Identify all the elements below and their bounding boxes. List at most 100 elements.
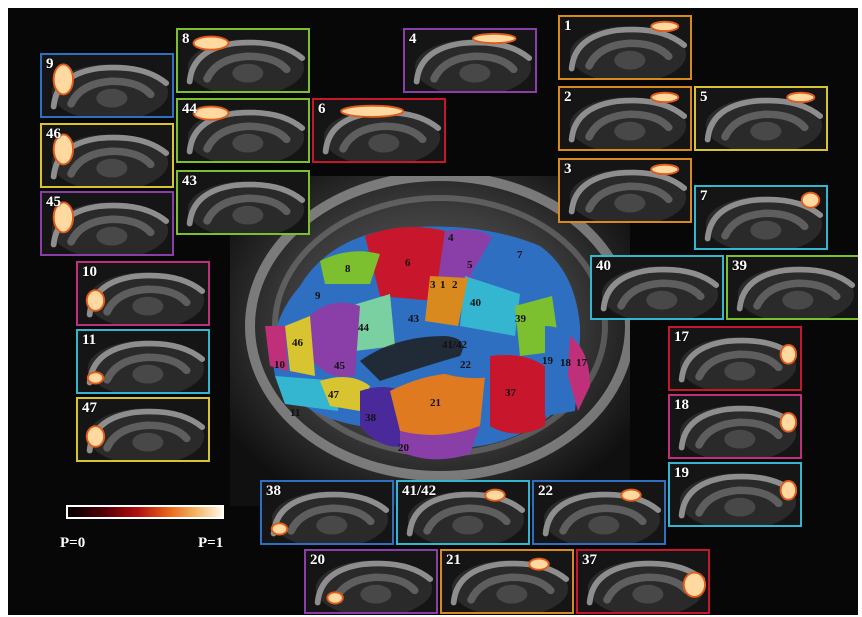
panel-label: 21 bbox=[446, 552, 461, 568]
probability-hotspot bbox=[650, 91, 680, 104]
colorbar-min-label: P=0 bbox=[60, 535, 86, 551]
sagittal-slice bbox=[670, 328, 800, 389]
brain-label: 20 bbox=[398, 442, 410, 454]
sagittal-slice bbox=[560, 88, 690, 149]
panel-3: 3 bbox=[558, 158, 692, 223]
probability-hotspot bbox=[86, 371, 105, 385]
panel-37: 37 bbox=[576, 549, 710, 614]
panel-43: 43 bbox=[176, 170, 310, 235]
sagittal-slice bbox=[306, 551, 436, 612]
sagittal-slice bbox=[78, 399, 208, 460]
panel-label: 38 bbox=[266, 483, 281, 499]
brain-label: 45 bbox=[334, 360, 346, 372]
sagittal-slice bbox=[534, 482, 664, 543]
panel-label: 1 bbox=[564, 18, 572, 34]
panel-47: 47 bbox=[76, 397, 210, 462]
panel-20: 20 bbox=[304, 549, 438, 614]
brain-label: 19 bbox=[542, 355, 554, 367]
panel-4: 4 bbox=[403, 28, 537, 93]
probability-colorbar bbox=[66, 505, 224, 519]
probability-hotspot bbox=[85, 289, 106, 312]
sagittal-slice bbox=[78, 331, 208, 392]
brain-label: 7 bbox=[517, 249, 523, 261]
brain-label: 9 bbox=[315, 290, 321, 302]
sagittal-slice bbox=[442, 551, 572, 612]
panel-5: 5 bbox=[694, 86, 828, 151]
brain-label: 18 bbox=[560, 357, 572, 369]
brain-label: 43 bbox=[408, 313, 420, 325]
panel-label: 8 bbox=[182, 31, 190, 47]
panel-label: 44 bbox=[182, 101, 197, 117]
brain-label: 22 bbox=[460, 359, 472, 371]
brain-label: 17 bbox=[576, 357, 588, 369]
panel-41-42: 41/42 bbox=[396, 480, 530, 545]
brain-rendering: 4 6 7 8 9 3 1 2 5 40 39 43 44 41/42 46 1… bbox=[230, 176, 630, 506]
probability-hotspot bbox=[192, 105, 230, 121]
panel-17: 17 bbox=[668, 326, 802, 391]
panel-21: 21 bbox=[440, 549, 574, 614]
panel-label: 45 bbox=[46, 194, 61, 210]
panel-label: 39 bbox=[732, 258, 747, 274]
probability-hotspot bbox=[52, 63, 75, 96]
panel-18: 18 bbox=[668, 394, 802, 459]
probability-hotspot bbox=[528, 557, 550, 571]
panel-label: 20 bbox=[310, 552, 325, 568]
sagittal-slice bbox=[560, 160, 690, 221]
brain-label: 40 bbox=[470, 297, 482, 309]
panel-label: 6 bbox=[318, 101, 326, 117]
panel-label: 37 bbox=[582, 552, 597, 568]
probability-hotspot bbox=[52, 201, 75, 234]
panel-label: 19 bbox=[674, 465, 689, 481]
sagittal-slice bbox=[728, 257, 858, 318]
brain-label: 21 bbox=[430, 397, 441, 409]
colorbar-max-label: P=1 bbox=[198, 535, 224, 551]
sagittal-slice bbox=[696, 187, 826, 248]
panel-label: 11 bbox=[82, 332, 97, 348]
sagittal-slice bbox=[670, 464, 800, 525]
probability-hotspot bbox=[471, 32, 517, 45]
probability-hotspot bbox=[620, 488, 642, 502]
panel-label: 4 bbox=[409, 31, 417, 47]
panel-label: 46 bbox=[46, 126, 61, 142]
panel-45: 45 bbox=[40, 191, 174, 256]
panel-46: 46 bbox=[40, 123, 174, 188]
panel-10: 10 bbox=[76, 261, 210, 326]
brain-label: 3 bbox=[430, 279, 436, 291]
panel-11: 11 bbox=[76, 329, 210, 394]
panel-label: 41/42 bbox=[402, 483, 437, 499]
sagittal-slice bbox=[178, 30, 308, 91]
probability-hotspot bbox=[650, 20, 680, 33]
brain-label: 6 bbox=[405, 257, 411, 269]
brain-label: 39 bbox=[515, 313, 527, 325]
panel-label: 5 bbox=[700, 89, 708, 105]
panel-label: 17 bbox=[674, 329, 689, 345]
panel-label: 7 bbox=[700, 188, 708, 204]
probability-hotspot bbox=[340, 104, 405, 118]
sagittal-slice bbox=[42, 193, 172, 254]
brain-label: 37 bbox=[505, 387, 517, 399]
panel-label: 9 bbox=[46, 56, 54, 72]
sagittal-slice bbox=[262, 482, 392, 543]
panel-label: 18 bbox=[674, 397, 689, 413]
probability-hotspot bbox=[800, 191, 821, 209]
probability-hotspot bbox=[650, 163, 680, 176]
brain-label: 47 bbox=[328, 389, 340, 401]
brain-label: 5 bbox=[467, 259, 473, 271]
probability-hotspot bbox=[484, 488, 506, 502]
panel-label: 2 bbox=[564, 89, 572, 105]
brain-label: 4 bbox=[448, 232, 454, 244]
panel-label: 22 bbox=[538, 483, 553, 499]
brain-label: 11 bbox=[290, 407, 300, 419]
panel-19: 19 bbox=[668, 462, 802, 527]
brain-label: 44 bbox=[358, 322, 370, 334]
probability-hotspot bbox=[52, 133, 75, 166]
brain-label: 2 bbox=[452, 279, 458, 291]
sagittal-slice bbox=[560, 17, 690, 78]
panel-44: 44 bbox=[176, 98, 310, 163]
probability-hotspot bbox=[326, 591, 344, 605]
brain-label: 1 bbox=[440, 279, 446, 291]
brain-label: 38 bbox=[365, 412, 377, 424]
panel-2: 2 bbox=[558, 86, 692, 151]
panel-38: 38 bbox=[260, 480, 394, 545]
sagittal-slice bbox=[592, 257, 722, 318]
